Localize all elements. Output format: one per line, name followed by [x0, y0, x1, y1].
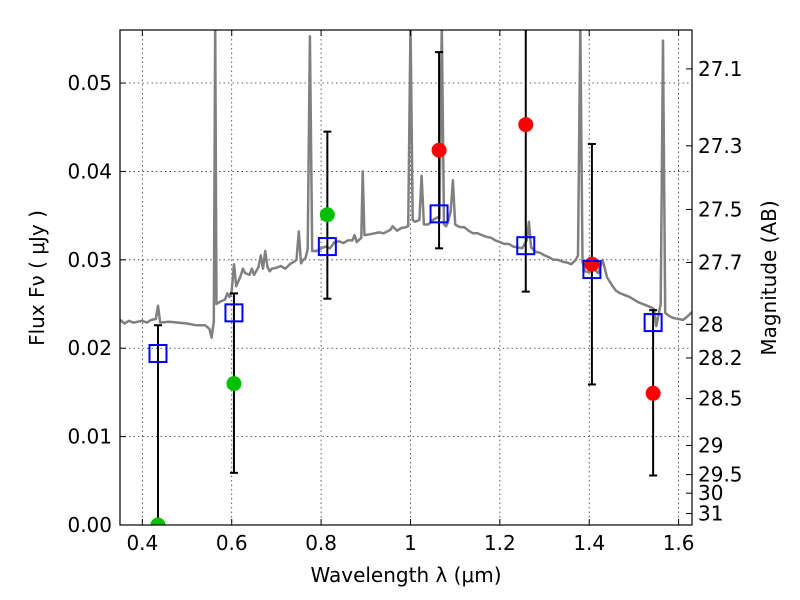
y-axis-label: Flux Fν ( μJy ): [25, 210, 49, 346]
y-tick-label: 0.02: [67, 336, 112, 360]
x-tick-label: 1.4: [573, 531, 605, 555]
magnitude-axis-label: Magnitude (AB): [757, 200, 781, 355]
x-tick-label: 0.6: [216, 531, 248, 555]
circle-marker: [584, 256, 600, 272]
circle-marker: [645, 385, 661, 401]
y-tick-label: 0.05: [67, 71, 112, 95]
circle-marker: [518, 117, 534, 133]
magnitude-tick-label: 28: [698, 312, 723, 336]
y-tick-label: 0.04: [67, 159, 112, 183]
square-marker: [516, 236, 536, 256]
x-tick-label: 1.6: [663, 531, 695, 555]
spectrum-layer: [120, 30, 692, 339]
circle-marker: [150, 517, 166, 525]
plot-frame: [119, 29, 693, 526]
magnitude-tick-label: 28.5: [698, 387, 743, 411]
y-tick-label: 0.03: [67, 248, 112, 272]
circle-marker: [431, 142, 447, 158]
x-tick-label: 0.8: [305, 531, 337, 555]
y-tick-label: 0.00: [67, 513, 112, 537]
markers: [148, 117, 663, 525]
square-marker: [429, 204, 449, 224]
square-marker: [317, 237, 337, 257]
square-marker: [643, 313, 663, 333]
x-axis-label: Wavelength λ (μm): [310, 563, 501, 587]
square-marker: [582, 260, 602, 280]
magnitude-tick-label: 28.2: [698, 346, 743, 370]
magnitude-tick-label: 29: [698, 433, 723, 457]
magnitude-tick-label: 27.3: [698, 134, 743, 158]
magnitude-tick-label: 29.5: [698, 463, 743, 487]
magnitude-tick-label: 27.7: [698, 250, 743, 274]
square-marker: [148, 344, 168, 364]
circle-marker: [319, 207, 335, 223]
magnitude-tick-label: 30: [698, 481, 723, 505]
square-marker: [224, 303, 244, 323]
circle-marker: [226, 376, 242, 392]
spectrum-line: [120, 30, 692, 339]
x-tick-label: 1: [404, 531, 417, 555]
magnitude-tick-label: 27.1: [698, 57, 743, 81]
magnitude-tick-label: 27.5: [698, 197, 743, 221]
magnitude-tick-label: 31: [698, 502, 723, 526]
x-tick-label: 1.2: [484, 531, 516, 555]
y-tick-label: 0.01: [67, 425, 112, 449]
x-tick-label: 0.4: [126, 531, 158, 555]
axes: 0.4 0.6 0.8 1 1.2 1.4 1.6 0.00 0.01 0.02 0.03 0.04 0…: [67, 30, 743, 555]
